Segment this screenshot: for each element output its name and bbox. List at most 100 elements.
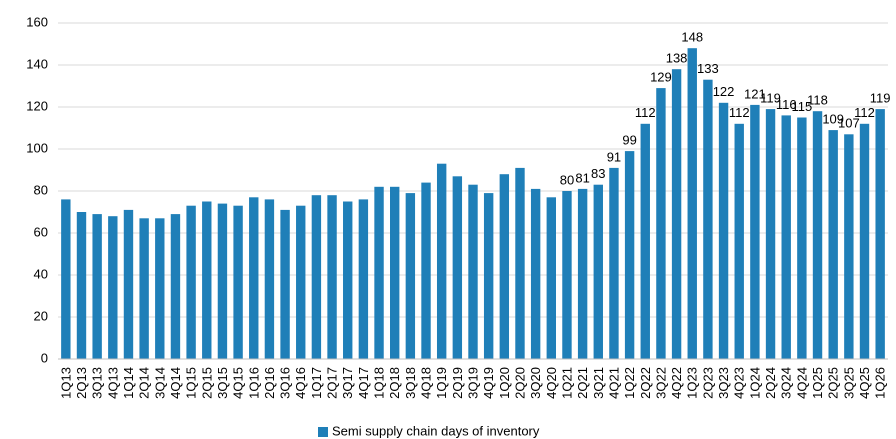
x-tick-label: 1Q15 bbox=[184, 367, 199, 399]
x-tick-label: 3Q23 bbox=[716, 367, 731, 399]
x-tick-label: 3Q22 bbox=[653, 367, 668, 399]
bar bbox=[734, 123, 744, 359]
data-label: 121 bbox=[744, 86, 766, 101]
x-tick-label: 2Q13 bbox=[74, 367, 89, 399]
bar bbox=[436, 163, 447, 359]
x-tick-label: 1Q21 bbox=[559, 367, 574, 399]
bar bbox=[828, 130, 838, 359]
bar bbox=[656, 88, 666, 359]
bar bbox=[718, 102, 729, 360]
x-tick-label: 4Q20 bbox=[544, 367, 559, 399]
bar bbox=[233, 205, 243, 359]
x-tick-label: 1Q20 bbox=[497, 367, 512, 399]
x-tick-label: 2Q25 bbox=[826, 367, 841, 399]
bar bbox=[296, 205, 306, 359]
y-tick-label: 60 bbox=[34, 224, 48, 239]
bar bbox=[624, 151, 635, 359]
data-label: 138 bbox=[666, 51, 688, 66]
bar bbox=[499, 174, 510, 359]
data-label: 112 bbox=[635, 105, 656, 120]
bar bbox=[92, 214, 102, 359]
x-tick-label: 1Q25 bbox=[810, 367, 825, 399]
data-label: 129 bbox=[650, 70, 672, 85]
x-tick-label: 2Q24 bbox=[763, 367, 778, 399]
bar bbox=[186, 205, 196, 359]
x-tick-label: 4Q14 bbox=[168, 367, 183, 399]
x-tick-label: 1Q18 bbox=[372, 367, 387, 399]
bar bbox=[123, 209, 134, 359]
data-label: 133 bbox=[697, 61, 719, 76]
x-tick-label: 4Q15 bbox=[231, 367, 246, 399]
bar bbox=[530, 188, 541, 359]
data-label: 112 bbox=[729, 105, 750, 120]
data-label: 118 bbox=[807, 93, 828, 108]
bar bbox=[546, 197, 556, 359]
x-tick-label: 2Q16 bbox=[262, 367, 277, 399]
bar bbox=[311, 195, 322, 359]
x-tick-label: 3Q15 bbox=[215, 367, 230, 399]
bar bbox=[844, 134, 854, 359]
bar bbox=[875, 109, 885, 359]
legend-swatch bbox=[318, 427, 328, 437]
x-tick-label: 1Q17 bbox=[309, 367, 324, 399]
x-tick-label: 2Q23 bbox=[700, 367, 715, 399]
y-tick-label: 20 bbox=[34, 308, 48, 323]
x-tick-label: 2Q22 bbox=[638, 367, 653, 399]
x-tick-label: 2Q17 bbox=[325, 367, 340, 399]
bar bbox=[61, 199, 71, 359]
bar bbox=[781, 115, 791, 360]
bar bbox=[515, 167, 525, 359]
data-label: 83 bbox=[591, 166, 605, 181]
bar bbox=[421, 182, 431, 359]
x-tick-label: 2Q15 bbox=[199, 367, 214, 399]
bar bbox=[76, 212, 87, 359]
x-tick-label: 4Q22 bbox=[669, 367, 684, 399]
bar bbox=[139, 218, 149, 359]
data-label: 122 bbox=[713, 84, 735, 99]
bar bbox=[155, 218, 165, 359]
x-tick-label: 1Q26 bbox=[873, 367, 888, 399]
x-tick-label: 2Q18 bbox=[387, 367, 402, 399]
bar bbox=[562, 191, 572, 359]
bar bbox=[217, 203, 228, 359]
bar bbox=[483, 193, 494, 359]
data-label: 91 bbox=[607, 149, 621, 164]
bar bbox=[452, 176, 463, 359]
data-label: 99 bbox=[622, 133, 636, 148]
x-tick-label: 1Q22 bbox=[622, 367, 637, 399]
bar bbox=[280, 209, 290, 359]
bar bbox=[343, 201, 353, 359]
x-tick-label: 3Q21 bbox=[591, 367, 606, 399]
x-tick-label: 4Q25 bbox=[857, 367, 872, 399]
bar bbox=[609, 167, 619, 359]
x-tick-label: 3Q18 bbox=[403, 367, 418, 399]
bar bbox=[859, 123, 870, 359]
bar bbox=[671, 69, 682, 359]
bar bbox=[249, 197, 259, 359]
bar bbox=[170, 214, 181, 359]
data-label: 112 bbox=[854, 105, 875, 120]
bar bbox=[390, 186, 400, 359]
bar bbox=[264, 199, 275, 359]
bar bbox=[327, 195, 337, 359]
x-tick-label: 1Q16 bbox=[246, 367, 261, 399]
data-label: 115 bbox=[792, 99, 813, 114]
x-tick-label: 1Q23 bbox=[685, 367, 700, 399]
bar bbox=[640, 123, 650, 359]
x-tick-label: 3Q13 bbox=[90, 367, 105, 399]
legend-label: Semi supply chain days of inventory bbox=[332, 423, 540, 438]
x-tick-label: 4Q19 bbox=[481, 367, 496, 399]
data-label: 81 bbox=[575, 170, 589, 185]
bar bbox=[765, 109, 776, 359]
bar bbox=[374, 186, 384, 359]
x-tick-label: 2Q14 bbox=[137, 367, 152, 399]
x-tick-label: 3Q16 bbox=[278, 367, 293, 399]
y-tick-label: 0 bbox=[41, 350, 48, 365]
data-label: 119 bbox=[760, 91, 781, 106]
bar bbox=[468, 184, 478, 359]
x-tick-label: 3Q17 bbox=[340, 367, 355, 399]
data-label: 107 bbox=[838, 116, 860, 131]
x-tick-label: 1Q13 bbox=[58, 367, 73, 399]
bar bbox=[108, 216, 118, 359]
data-label: 148 bbox=[681, 30, 703, 45]
